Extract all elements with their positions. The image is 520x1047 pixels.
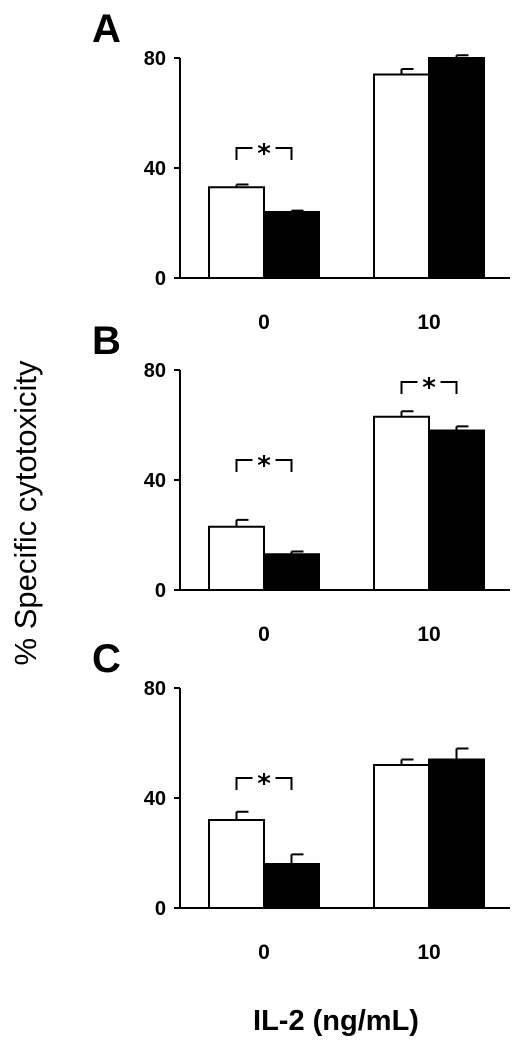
panel-letter: A: [92, 7, 121, 51]
panels: A 0 40 80 0 10 * B 0 40 80 0 10 * * C 0 40 80 0 10 *: [92, 7, 510, 964]
significance-bracket: [235, 147, 293, 160]
x-tick-label: 10: [417, 623, 440, 646]
panel-letter: C: [92, 637, 121, 681]
x-tick-label: 10: [417, 941, 440, 964]
y-tick-label: 40: [144, 788, 166, 810]
y-tick-label: 80: [144, 48, 166, 70]
bar: [263, 863, 320, 909]
x-tick-label: 0: [258, 941, 270, 964]
bar: [208, 819, 265, 909]
panel-b: B 0 40 80 0 10 * *: [92, 319, 510, 646]
bar: [373, 764, 430, 909]
y-tick-label: 40: [144, 158, 166, 180]
y-tick-label: 40: [144, 470, 166, 492]
x-tick-label: 0: [258, 623, 270, 646]
y-tick-label: 0: [155, 268, 166, 290]
bar: [373, 73, 430, 279]
y-tick-label: 0: [155, 898, 166, 920]
bar: [208, 525, 265, 591]
panel-c: C 0 40 80 0 10 *: [92, 637, 510, 964]
significance-star: *: [257, 451, 271, 481]
bar: [263, 211, 320, 279]
y-axis-title: % Specific cytotoxicity: [8, 360, 43, 665]
bar: [373, 415, 430, 591]
significance-star: *: [257, 769, 271, 799]
y-tick-label: 80: [144, 678, 166, 700]
bar: [263, 553, 320, 591]
significance-star: *: [422, 373, 436, 403]
significance-bracket: [235, 777, 293, 790]
y-tick-label: 0: [155, 580, 166, 602]
y-tick-label: 80: [144, 360, 166, 382]
x-tick-label: 0: [258, 311, 270, 334]
x-axis-title: IL-2 (ng/mL): [253, 1005, 419, 1037]
bar: [208, 186, 265, 279]
bar: [428, 57, 485, 279]
bar: [428, 758, 485, 909]
panel-letter: B: [92, 319, 121, 363]
significance-star: *: [257, 139, 271, 169]
panel-a: A 0 40 80 0 10 *: [92, 7, 510, 334]
significance-bracket: [400, 381, 458, 394]
bar: [428, 429, 485, 591]
x-tick-label: 10: [417, 311, 440, 334]
significance-bracket: [235, 459, 293, 472]
